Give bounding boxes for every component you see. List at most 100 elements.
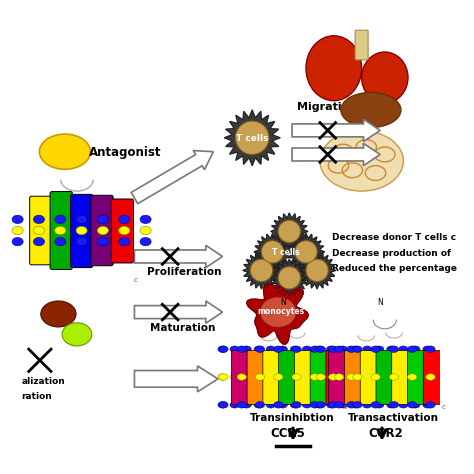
Ellipse shape <box>387 374 396 380</box>
Ellipse shape <box>255 346 264 353</box>
Polygon shape <box>243 252 280 289</box>
FancyBboxPatch shape <box>423 351 441 404</box>
Ellipse shape <box>328 401 338 408</box>
Ellipse shape <box>118 237 130 246</box>
Ellipse shape <box>33 237 45 246</box>
FancyBboxPatch shape <box>310 351 328 404</box>
Ellipse shape <box>76 215 87 224</box>
Ellipse shape <box>444 401 454 408</box>
Ellipse shape <box>353 374 362 380</box>
Ellipse shape <box>292 346 301 353</box>
FancyBboxPatch shape <box>91 195 113 266</box>
Ellipse shape <box>341 92 401 128</box>
Ellipse shape <box>118 227 130 235</box>
Ellipse shape <box>423 401 432 408</box>
Text: alization: alization <box>21 376 65 385</box>
Ellipse shape <box>411 374 420 380</box>
Ellipse shape <box>335 401 344 408</box>
FancyBboxPatch shape <box>408 351 425 404</box>
Ellipse shape <box>76 227 87 235</box>
Ellipse shape <box>97 227 109 235</box>
Polygon shape <box>224 110 280 165</box>
Text: monocytes: monocytes <box>258 307 305 316</box>
Ellipse shape <box>314 401 324 408</box>
Text: CCR5: CCR5 <box>271 427 306 440</box>
Ellipse shape <box>408 401 417 408</box>
Ellipse shape <box>219 401 228 408</box>
Ellipse shape <box>292 401 301 408</box>
Ellipse shape <box>316 374 326 380</box>
FancyBboxPatch shape <box>326 351 344 404</box>
Text: T cells: T cells <box>272 247 299 256</box>
Ellipse shape <box>444 346 454 353</box>
Polygon shape <box>292 119 380 142</box>
Ellipse shape <box>278 374 287 380</box>
Ellipse shape <box>302 346 311 353</box>
Polygon shape <box>299 252 336 289</box>
FancyBboxPatch shape <box>279 351 296 404</box>
Ellipse shape <box>327 374 336 380</box>
FancyBboxPatch shape <box>392 351 410 404</box>
Ellipse shape <box>347 401 356 408</box>
Ellipse shape <box>426 401 435 408</box>
Ellipse shape <box>278 401 287 408</box>
Ellipse shape <box>374 346 384 353</box>
Ellipse shape <box>218 346 227 353</box>
Polygon shape <box>135 246 222 268</box>
Ellipse shape <box>55 227 66 235</box>
FancyBboxPatch shape <box>355 30 368 60</box>
Ellipse shape <box>399 374 408 380</box>
Text: Recruitment: Recruitment <box>292 153 369 163</box>
Text: CCR2: CCR2 <box>368 427 403 440</box>
Ellipse shape <box>97 215 109 224</box>
Ellipse shape <box>306 259 328 282</box>
Ellipse shape <box>254 401 264 408</box>
Ellipse shape <box>316 401 326 408</box>
Ellipse shape <box>278 346 287 353</box>
Ellipse shape <box>250 259 273 282</box>
Ellipse shape <box>338 346 348 353</box>
Text: Proliferation: Proliferation <box>146 267 221 277</box>
Text: c: c <box>344 404 348 410</box>
Ellipse shape <box>140 237 151 246</box>
Ellipse shape <box>242 401 251 408</box>
Ellipse shape <box>278 220 301 243</box>
Ellipse shape <box>347 346 356 353</box>
Ellipse shape <box>55 237 66 246</box>
Ellipse shape <box>236 121 269 155</box>
Ellipse shape <box>33 215 45 224</box>
Ellipse shape <box>306 36 362 100</box>
Ellipse shape <box>230 374 239 380</box>
Polygon shape <box>287 233 325 270</box>
Ellipse shape <box>12 227 23 235</box>
Ellipse shape <box>338 401 348 408</box>
Ellipse shape <box>76 237 87 246</box>
Text: Antagonist: Antagonist <box>89 146 162 159</box>
Ellipse shape <box>310 401 319 408</box>
Polygon shape <box>254 233 291 270</box>
Ellipse shape <box>302 374 311 380</box>
Ellipse shape <box>33 227 45 235</box>
Ellipse shape <box>338 374 348 380</box>
Text: Transactivation: Transactivation <box>348 412 439 423</box>
FancyBboxPatch shape <box>328 351 346 404</box>
Ellipse shape <box>292 374 301 380</box>
Polygon shape <box>271 259 308 296</box>
Ellipse shape <box>353 346 362 353</box>
Ellipse shape <box>310 374 319 380</box>
Ellipse shape <box>374 401 384 408</box>
Ellipse shape <box>363 374 372 380</box>
Ellipse shape <box>266 374 275 380</box>
Ellipse shape <box>118 215 130 224</box>
FancyBboxPatch shape <box>360 351 378 404</box>
FancyBboxPatch shape <box>231 351 249 404</box>
Ellipse shape <box>290 346 300 353</box>
FancyBboxPatch shape <box>263 351 281 404</box>
Ellipse shape <box>389 401 399 408</box>
Text: ration: ration <box>21 392 52 401</box>
Ellipse shape <box>41 301 76 327</box>
Text: Decrease donor T cells c: Decrease donor T cells c <box>332 233 456 242</box>
Ellipse shape <box>237 401 246 408</box>
Ellipse shape <box>262 241 284 263</box>
Text: Maturation: Maturation <box>150 323 216 333</box>
